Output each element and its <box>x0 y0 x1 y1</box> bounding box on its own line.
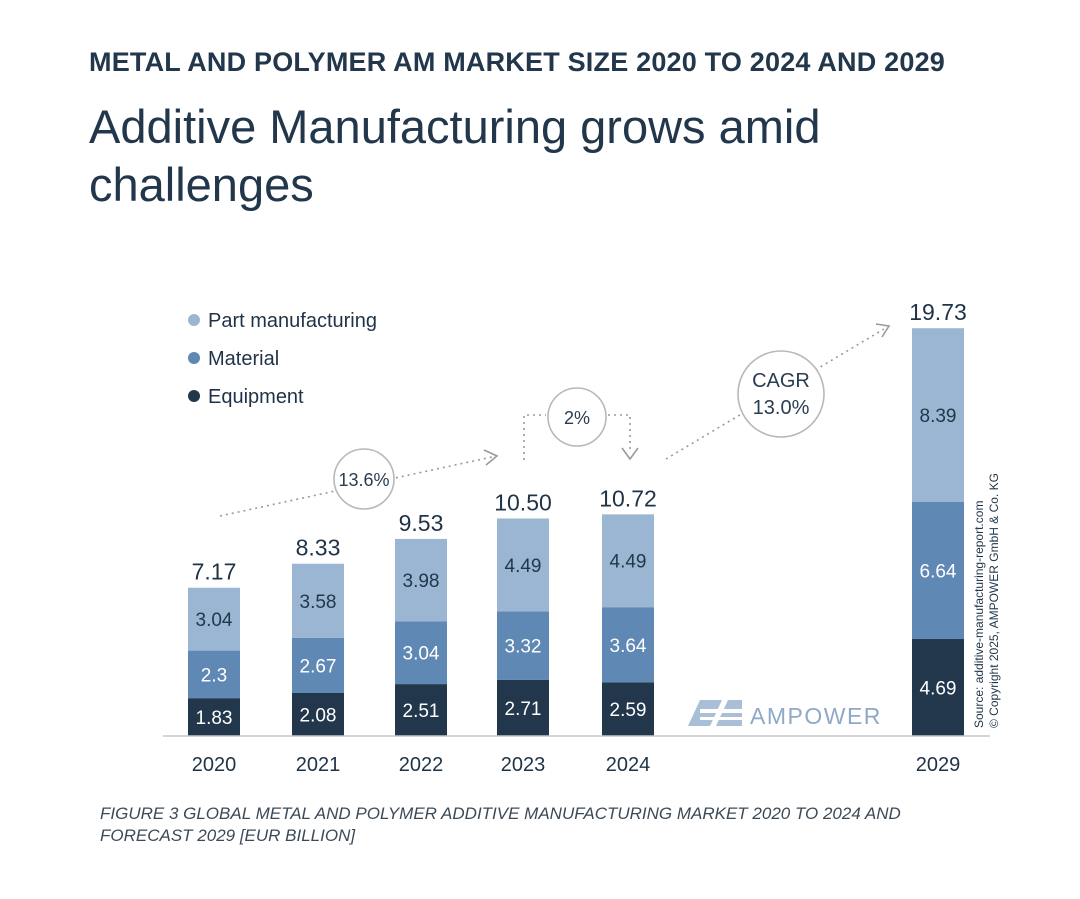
bar-material-2024 <box>602 607 654 683</box>
bar-part-manufacturing-2029 <box>912 328 964 502</box>
total-label-2029: 19.73 <box>909 299 967 325</box>
value-label-equipment-2023: 2.71 <box>505 699 542 720</box>
bar-equipment-2023 <box>497 679 549 736</box>
total-label-2022: 9.53 <box>399 510 444 536</box>
bar-part-manufacturing-2020 <box>188 587 240 651</box>
growth-circle-2023-2024 <box>547 387 607 447</box>
bar-material-2021 <box>292 637 344 693</box>
bar-part-manufacturing-2022 <box>395 538 447 622</box>
cagr-arrowhead <box>875 323 891 338</box>
value-label-material-2020: 2.3 <box>201 665 227 686</box>
x-tick-2029: 2029 <box>916 754 961 776</box>
growth-circle-2020-2023 <box>333 448 395 510</box>
value-label-material-2021: 2.67 <box>300 656 337 677</box>
figure-caption-line-2: FORECAST 2029 [EUR BILLION] <box>100 826 356 845</box>
bar-part-manufacturing-2023 <box>497 518 549 612</box>
growth-label-2020-2023: 13.6% <box>338 470 389 490</box>
x-axis-ticks: 2020 2021 2022 2023 2024 2029 <box>192 754 961 776</box>
growth-bracket-arrowhead <box>621 447 639 461</box>
figure-caption: FIGURE 3 GLOBAL METAL AND POLYMER ADDITI… <box>100 803 990 847</box>
legend-swatch-part-manufacturing <box>188 314 200 326</box>
bar-material-2023 <box>497 611 549 680</box>
value-label-equipment-2022: 2.51 <box>403 701 440 722</box>
value-label-part-manufacturing-2021: 3.58 <box>300 592 337 613</box>
value-label-material-2023: 3.32 <box>505 637 542 658</box>
value-label-material-2029: 6.64 <box>920 561 957 582</box>
total-label-2021: 8.33 <box>296 535 341 561</box>
value-label-part-manufacturing-2024: 4.49 <box>610 552 647 573</box>
x-tick-2022: 2022 <box>399 754 444 776</box>
x-tick-2024: 2024 <box>606 754 651 776</box>
legend-swatch-equipment <box>188 390 200 402</box>
ampower-logo-mark <box>688 700 742 726</box>
bar-material-2022 <box>395 621 447 685</box>
source-line: Source: additive-manufacturing-report.co… <box>972 501 986 728</box>
value-label-part-manufacturing-2029: 8.39 <box>920 406 957 427</box>
value-label-equipment-2021: 2.08 <box>300 705 337 726</box>
growth-label-2023-2024: 2% <box>564 408 590 428</box>
legend-label-equipment: Equipment <box>208 386 304 408</box>
chart-legend: Part manufacturing Material Equipment <box>188 310 377 408</box>
trend-arrowhead-2020-2023 <box>483 449 499 466</box>
total-label-2023: 10.50 <box>494 489 552 515</box>
legend-swatch-material <box>188 352 200 364</box>
x-tick-2020: 2020 <box>192 754 237 776</box>
chart-bars: 1.83 2.3 3.04 7.17 2.08 2.67 3.58 8.33 2.51 3.04 3… <box>188 299 967 736</box>
bar-part-manufacturing-2021 <box>292 563 344 638</box>
value-label-material-2024: 3.64 <box>610 636 647 657</box>
bar-part-manufacturing-2024 <box>602 514 654 608</box>
bar-material-2029 <box>912 501 964 640</box>
chart-kicker: METAL AND POLYMER AM MARKET SIZE 2020 TO… <box>89 47 946 77</box>
value-label-part-manufacturing-2023: 4.49 <box>505 556 542 577</box>
bar-equipment-2029 <box>912 639 964 736</box>
copyright-line: © Copyright 2025, AMPOWER GmbH & Co. KG <box>987 473 1001 728</box>
x-tick-2023: 2023 <box>501 754 546 776</box>
value-label-material-2022: 3.04 <box>403 644 440 665</box>
value-label-equipment-2020: 1.83 <box>196 708 233 729</box>
growth-annotations: 13.6% 2% CAGR 13.0% <box>219 323 891 517</box>
ampower-logo-text: AMPOWER <box>750 703 882 729</box>
value-label-part-manufacturing-2020: 3.04 <box>196 610 233 631</box>
total-label-2024: 10.72 <box>599 485 657 511</box>
page-title: Additive Manufacturing grows amid challe… <box>89 100 821 211</box>
bar-equipment-2022 <box>395 684 447 736</box>
bar-material-2020 <box>188 650 240 699</box>
x-tick-2021: 2021 <box>296 754 341 776</box>
bar-equipment-2021 <box>292 692 344 736</box>
value-label-equipment-2029: 4.69 <box>920 679 957 700</box>
bar-equipment-2020 <box>188 698 240 736</box>
figure-caption-line-1: FIGURE 3 GLOBAL METAL AND POLYMER ADDITI… <box>100 804 901 823</box>
value-label-part-manufacturing-2022: 3.98 <box>403 571 440 592</box>
source-note: Source: additive-manufacturing-report.co… <box>972 473 1001 728</box>
value-label-equipment-2024: 2.59 <box>610 700 647 721</box>
legend-label-part-manufacturing: Part manufacturing <box>208 310 377 332</box>
cagr-label: CAGR <box>752 370 810 392</box>
cagr-circle <box>737 350 825 438</box>
bar-equipment-2024 <box>602 682 654 736</box>
ampower-logo: AMPOWER <box>688 700 882 729</box>
total-label-2020: 7.17 <box>192 559 237 585</box>
legend-label-material: Material <box>208 348 279 370</box>
growth-bracket-left <box>523 414 546 460</box>
growth-bracket-right <box>608 414 631 453</box>
cagr-value: 13.0% <box>753 397 810 419</box>
